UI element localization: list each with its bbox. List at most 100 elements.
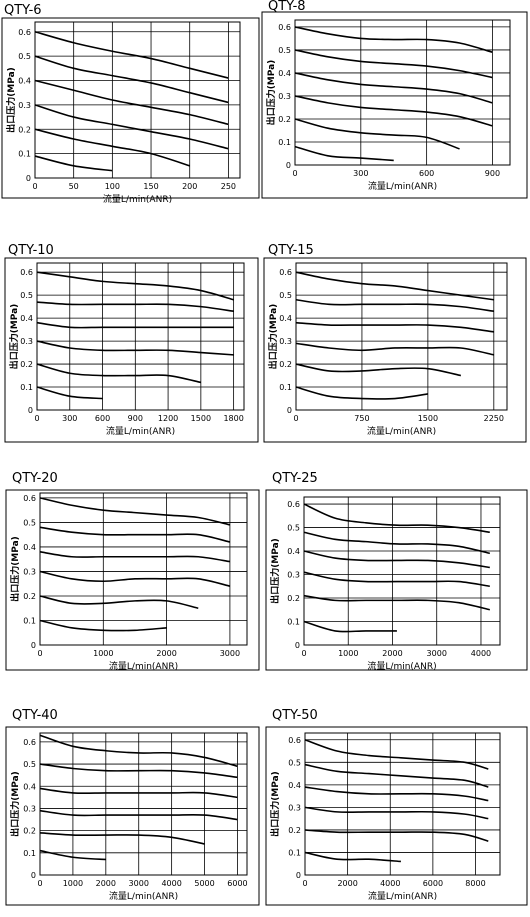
- y-tick-label: 0.2: [23, 592, 36, 601]
- plot-frame: [34, 21, 241, 179]
- pressure-curve: [295, 298, 494, 313]
- y-tick-label: 0.3: [288, 803, 301, 812]
- y-tick-label: 0.4: [23, 782, 36, 791]
- pressure-curve: [39, 526, 231, 543]
- panel-frame: [265, 489, 528, 671]
- x-tick-label: 1500: [418, 414, 438, 423]
- pressure-curve: [34, 55, 229, 104]
- y-tick-label: 0: [31, 871, 36, 880]
- plot-frame: [294, 19, 511, 166]
- y-tick-label: 0: [31, 641, 36, 650]
- y-tick-label: 0.1: [23, 616, 36, 625]
- x-axis-label: 流量L/min(ANR): [103, 193, 172, 205]
- y-tick-label: 0.2: [287, 594, 300, 603]
- y-tick-label: 0.3: [287, 571, 300, 580]
- plot-frame: [304, 732, 501, 876]
- x-tick-label: 4000: [471, 649, 491, 658]
- pressure-curve: [36, 301, 234, 313]
- x-axis-label: 流量L/min(ANR): [368, 180, 437, 192]
- chart-panel: QTY-20 0 0.1 0.2 0.3 0.4 0.5 0.6 0 1000 2000 3000 流量…: [5, 471, 260, 672]
- y-tick-label: 0.5: [23, 518, 36, 527]
- y-tick-label: 0.6: [20, 268, 33, 277]
- pressure-curve: [36, 271, 234, 301]
- pressure-curve: [34, 104, 229, 150]
- y-tick-label: 0.3: [20, 337, 33, 346]
- pressure-curve: [304, 786, 489, 802]
- pressure-curve: [294, 95, 493, 127]
- panel-frame: [4, 257, 259, 443]
- pressure-curve: [304, 739, 489, 770]
- y-tick-label: 0.3: [18, 101, 31, 110]
- x-tick-label: 5000: [194, 879, 214, 888]
- pressure-curve: [36, 363, 202, 384]
- pressure-curve: [39, 763, 238, 779]
- pressure-curve: [295, 271, 494, 301]
- pressure-curve: [294, 145, 394, 162]
- chart-title: QTY-15: [268, 243, 314, 258]
- chart-panel: QTY-6 0 0.1 0.2 0.3 0.4 0.5 0.6 0 50 100 150 200 250 流…: [1, 3, 260, 205]
- y-tick-label: 0.4: [20, 314, 33, 323]
- pressure-curve: [36, 386, 103, 400]
- x-tick-label: 1000: [338, 649, 358, 658]
- pressure-curve: [303, 503, 490, 534]
- y-tick-label: 0.6: [287, 500, 300, 509]
- x-tick-label: 150: [143, 182, 158, 191]
- y-axis-label: 出口压力(MPa): [9, 536, 21, 602]
- y-tick-label: 0.3: [23, 567, 36, 576]
- y-axis-label: 出口压力(MPa): [269, 538, 281, 604]
- x-tick-label: 0: [292, 169, 297, 178]
- chart-title: QTY-25: [272, 471, 318, 486]
- chart-panel: QTY-25 0 0.1 0.2 0.3 0.4 0.5 0.6 0 1000 2000 3000 40…: [265, 471, 528, 672]
- y-tick-label: 0.1: [279, 383, 292, 392]
- y-tick-label: 0.1: [20, 383, 33, 392]
- x-tick-label: 0: [32, 182, 37, 191]
- y-tick-label: 0.3: [23, 804, 36, 813]
- y-tick-label: 0.5: [279, 291, 292, 300]
- x-tick-label: 2000: [337, 879, 357, 888]
- y-tick-label: 0.2: [279, 360, 292, 369]
- y-tick-label: 0.6: [23, 738, 36, 747]
- x-tick-label: 250: [221, 182, 236, 191]
- chart-title: QTY-20: [12, 471, 58, 486]
- pressure-curve: [39, 849, 106, 861]
- x-tick-label: 300: [62, 414, 77, 423]
- x-axis-label: 流量L/min(ANR): [106, 425, 175, 437]
- pressure-curve: [39, 619, 167, 632]
- pressure-curve: [34, 155, 113, 172]
- x-tick-label: 200: [182, 182, 197, 191]
- panel-frame: [263, 257, 527, 443]
- pressure-curve: [39, 734, 238, 768]
- pressure-curve: [304, 829, 489, 842]
- y-tick-label: 0.1: [23, 849, 36, 858]
- pressure-curve: [294, 118, 460, 150]
- y-tick-label: 0: [286, 161, 291, 170]
- y-tick-label: 0.1: [288, 848, 301, 857]
- panel-frame: [1, 17, 260, 199]
- x-tick-label: 2000: [156, 649, 176, 658]
- x-tick-label: 3000: [129, 879, 149, 888]
- chart-title: QTY-6: [4, 3, 42, 18]
- plot-frame: [295, 262, 508, 411]
- x-tick-label: 0: [302, 879, 307, 888]
- x-tick-label: 6000: [227, 879, 247, 888]
- y-tick-label: 0.6: [279, 268, 292, 277]
- y-tick-label: 0.4: [279, 314, 292, 323]
- y-tick-label: 0.1: [18, 150, 31, 159]
- x-axis-label: 流量L/min(ANR): [367, 660, 436, 672]
- pressure-curve: [295, 363, 462, 377]
- plot-frame: [303, 496, 501, 646]
- y-tick-label: 0.5: [287, 524, 300, 533]
- pressure-curve: [39, 570, 231, 587]
- y-tick-label: 0.4: [278, 69, 291, 78]
- x-tick-label: 600: [95, 414, 110, 423]
- y-axis-label: 出口压力(MPa): [267, 304, 279, 370]
- y-axis-label: 出口压力(MPa): [269, 771, 281, 837]
- y-tick-label: 0.4: [18, 77, 31, 86]
- pressure-curve: [39, 787, 238, 799]
- x-tick-label: 1500: [191, 414, 211, 423]
- pressure-curve: [304, 806, 489, 820]
- x-tick-label: 300: [353, 169, 368, 178]
- y-tick-label: 0.4: [288, 781, 301, 790]
- y-tick-label: 0.5: [20, 291, 33, 300]
